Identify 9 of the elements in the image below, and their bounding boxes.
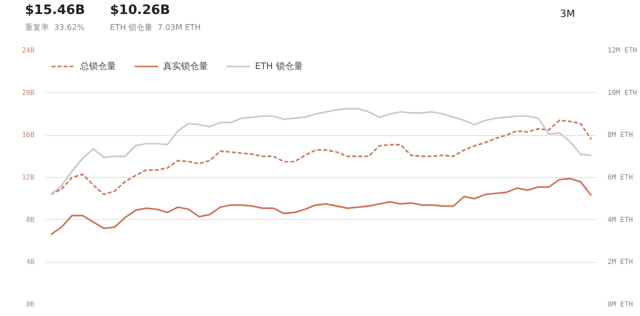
legend-label: 真实锁仓量 <box>163 60 208 72</box>
text: $10.26B <box>110 2 170 20</box>
text: ETH 锁仓量 7.03M ETH <box>110 22 201 34</box>
legend-label: 总锁仓量 <box>80 60 116 72</box>
line-series <box>50 178 592 236</box>
text: 3M <box>560 8 575 22</box>
legend-label: ETH 锁仓量 <box>255 60 303 72</box>
text: 重复率 33.62% <box>25 22 85 34</box>
text: $15.46B <box>25 2 86 20</box>
